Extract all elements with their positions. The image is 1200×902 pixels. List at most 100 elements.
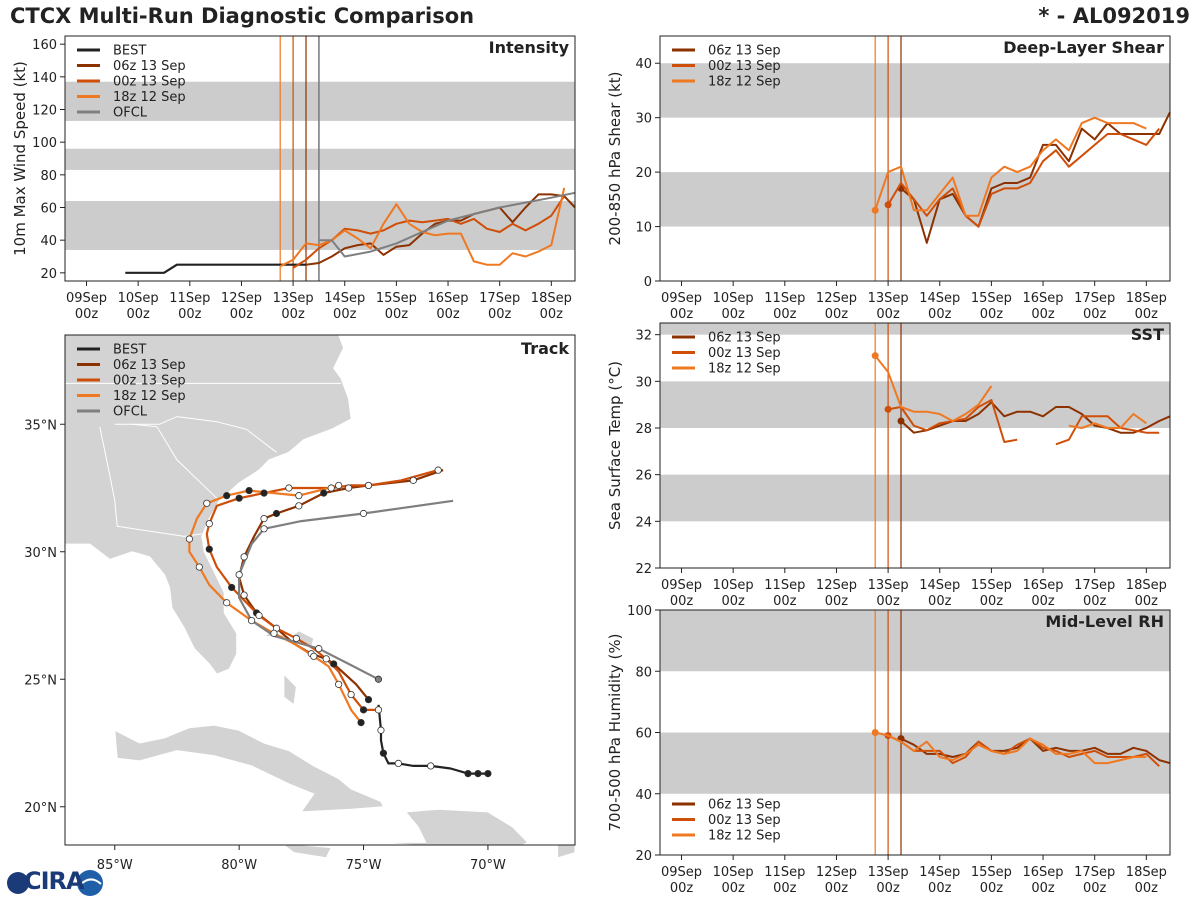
x-tick-label-date: 13Sep	[868, 291, 909, 306]
track-point-ofcl	[247, 616, 256, 625]
y-axis-label: 10m Max Wind Speed (kt)	[11, 61, 29, 256]
x-tick-label-hour: 00z	[1135, 881, 1159, 896]
track-point-run00z	[322, 655, 330, 663]
track-point-run18z	[185, 535, 193, 543]
y-tick-label: 120	[32, 104, 57, 119]
panel-title: SST	[1131, 325, 1164, 344]
lat-tick-label: 30°N	[24, 546, 57, 561]
x-tick-label-date: 15Sep	[971, 291, 1012, 306]
y-tick-label: 100	[627, 604, 652, 619]
series-line-run18z	[874, 116, 1147, 217]
track-point-run18z	[203, 499, 211, 507]
track-point-run06z	[345, 484, 353, 492]
track-point-run00z	[374, 706, 383, 714]
x-tick-label-hour: 00z	[1031, 594, 1055, 609]
y-axis-label: 200-850 hPa Shear (kt)	[606, 72, 624, 246]
x-tick-label-hour: 00z	[721, 307, 745, 322]
x-tick-label-date: 17Sep	[1074, 291, 1115, 306]
x-tick-label-date: 16Sep	[1023, 291, 1064, 306]
x-tick-label-hour: 00z	[928, 307, 952, 322]
x-tick-label-date: 13Sep	[273, 291, 314, 306]
x-tick-label-hour: 00z	[721, 594, 745, 609]
x-tick-label-hour: 00z	[773, 307, 797, 322]
track-point-best	[394, 759, 402, 768]
track-point-run06z	[272, 509, 281, 518]
x-tick-label-date: 11Sep	[764, 578, 805, 593]
track-point-run06z	[240, 553, 248, 561]
y-tick-label: 80	[635, 665, 652, 680]
x-tick-label-hour: 00z	[670, 881, 694, 896]
x-tick-label-date: 09Sep	[661, 865, 702, 880]
panel-title: Intensity	[489, 38, 570, 57]
x-tick-label-date: 15Sep	[971, 865, 1012, 880]
legend-label: OFCL	[113, 106, 148, 121]
x-tick-label-date: 09Sep	[661, 291, 702, 306]
lon-tick-label: 85°W	[97, 858, 133, 873]
series-start-point	[884, 405, 892, 413]
cira-logo-graphic	[7, 870, 103, 896]
legend-label: 18z 12 Sep	[113, 90, 186, 105]
x-tick-label-hour: 00z	[825, 881, 849, 896]
x-tick-label-hour: 00z	[230, 307, 254, 322]
legend-label: 00z 13 Sep	[708, 813, 781, 828]
y-tick-label: 30	[635, 375, 652, 390]
y-tick-label: 40	[635, 57, 652, 72]
legend-label: 06z 13 Sep	[708, 798, 781, 813]
lon-tick-label: 70°W	[470, 858, 506, 873]
track-point-run18z	[245, 486, 253, 495]
legend-label: 06z 13 Sep	[113, 358, 186, 373]
band-0	[660, 474, 1170, 522]
y-tick-label: 140	[32, 71, 57, 86]
series-line-ofcl	[318, 191, 576, 258]
legend-label: 18z 12 Sep	[708, 829, 781, 844]
track-point-best	[474, 769, 482, 778]
legend-label: BEST	[113, 44, 146, 59]
logo-text: CIRA	[24, 867, 85, 895]
y-tick-label: 20	[635, 849, 652, 864]
x-tick-label-hour: 00z	[980, 594, 1004, 609]
x-tick-label-hour: 00z	[670, 594, 694, 609]
panel-title: Deep-Layer Shear	[1003, 38, 1164, 57]
x-tick-label-date: 13Sep	[868, 578, 909, 593]
x-tick-label-date: 10Sep	[118, 291, 159, 306]
band-1	[660, 610, 1170, 672]
land-cuba	[114, 724, 385, 813]
land-andros	[283, 672, 297, 706]
x-tick-label-date: 09Sep	[661, 578, 702, 593]
x-tick-label-date: 16Sep	[428, 291, 469, 306]
state-border	[132, 423, 218, 499]
series-start-point	[897, 417, 905, 425]
series-line-run06z	[900, 737, 1171, 765]
track-point-run18z	[295, 492, 303, 500]
x-tick-label-hour: 00z	[876, 307, 900, 322]
x-tick-label-hour: 00z	[385, 307, 409, 322]
state-border	[117, 525, 202, 537]
x-tick-label-date: 13Sep	[868, 865, 909, 880]
y-tick-label: 100	[32, 136, 57, 151]
rh-panel: 2040608010009Sep00z10Sep00z11Sep00z12Sep…	[606, 604, 1171, 896]
track-point-run06z	[295, 502, 303, 510]
track-point-run18z	[310, 652, 318, 660]
track-point-ofcl	[374, 675, 383, 683]
chart-title: CTCX Multi-Run Diagnostic Comparison	[10, 4, 475, 28]
x-tick-label-hour: 00z	[1031, 881, 1055, 896]
x-tick-label-date: 18Sep	[1126, 865, 1167, 880]
x-tick-label-date: 12Sep	[816, 578, 857, 593]
track-point-run00z	[260, 489, 268, 497]
y-tick-label: 28	[635, 422, 652, 437]
plot-frame	[64, 35, 576, 282]
y-axis-label: Sea Surface Temp (°C)	[606, 361, 624, 530]
track-point-run18z	[357, 718, 365, 727]
x-tick-label-date: 18Sep	[1126, 578, 1167, 593]
shear-panel: 01020304009Sep00z10Sep00z11Sep00z12Sep00…	[606, 35, 1171, 322]
x-tick-label-date: 12Sep	[816, 291, 857, 306]
x-tick-label-date: 11Sep	[764, 865, 805, 880]
series-line-run00z	[887, 127, 1160, 228]
band-1	[660, 63, 1170, 118]
legend-label: 00z 13 Sep	[113, 374, 186, 389]
land-puerto-rico	[557, 844, 576, 859]
track-panel: 85°W 80°W 75°W 70°W 20°N 25°N 30°N 35°N Track BES…	[24, 334, 576, 873]
track-point-run18z	[223, 492, 231, 500]
y-tick-label: 10	[635, 221, 652, 236]
x-tick-label-date: 14Sep	[919, 291, 960, 306]
